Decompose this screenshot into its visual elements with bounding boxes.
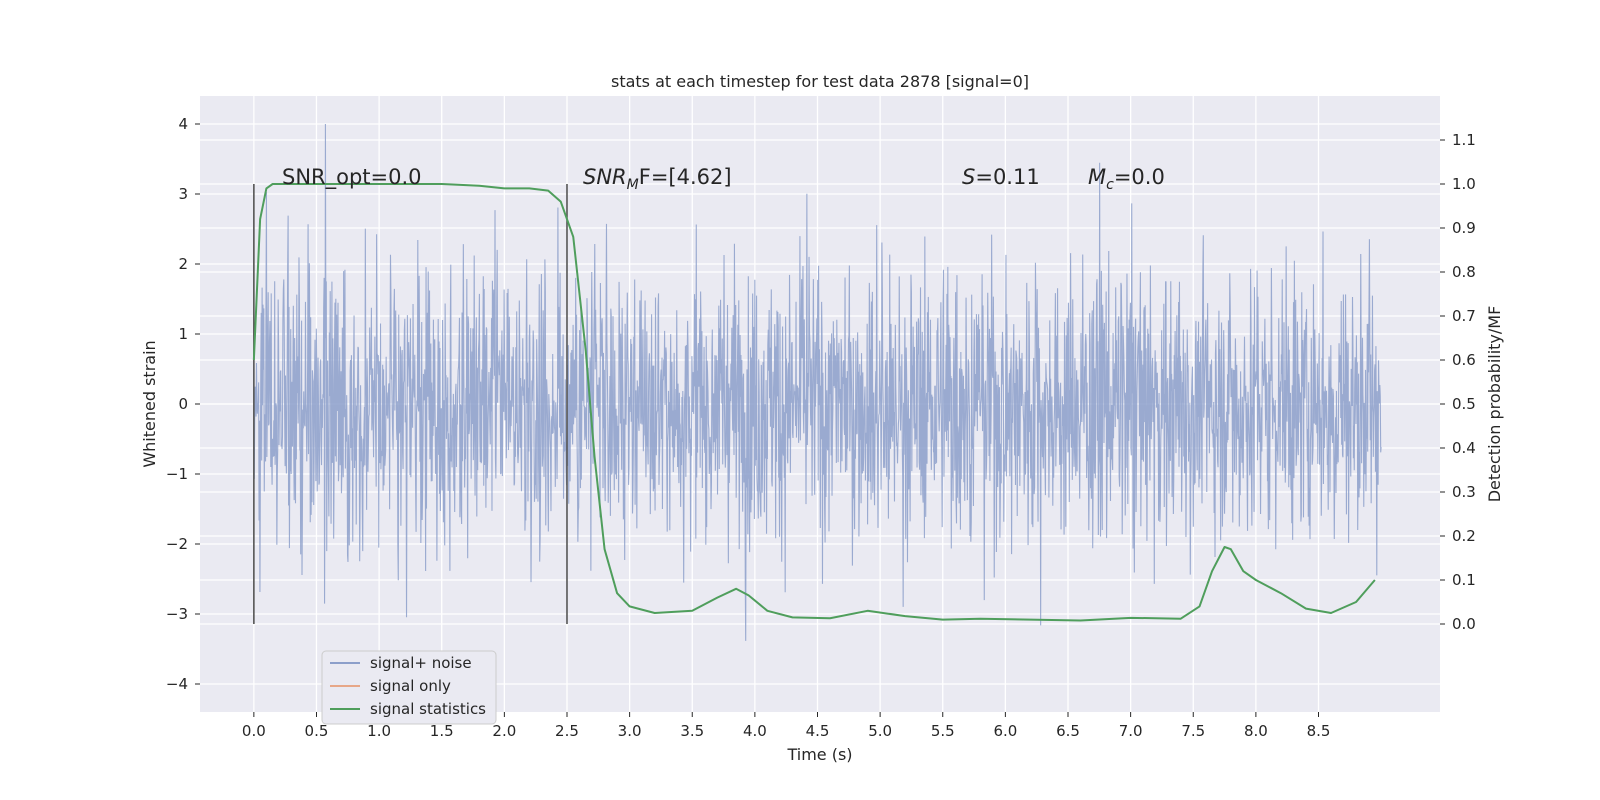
y-right-tick-label: 1.1 bbox=[1452, 131, 1476, 149]
x-tick-label: 3.0 bbox=[618, 722, 642, 740]
s-italic: S bbox=[962, 165, 975, 189]
annotation-snr-mf: SNRMF=[4.62] bbox=[583, 165, 732, 193]
x-tick-label: 1.0 bbox=[367, 722, 391, 740]
y-tick-label: 0 bbox=[178, 395, 188, 413]
mc-rest: =0.0 bbox=[1114, 165, 1165, 189]
x-tick-label: 6.0 bbox=[993, 722, 1017, 740]
y-right-tick-label: 0.6 bbox=[1452, 351, 1476, 369]
x-tick-label: 2.5 bbox=[555, 722, 579, 740]
x-tick-label: 7.0 bbox=[1119, 722, 1143, 740]
x-tick-label: 2.0 bbox=[492, 722, 516, 740]
y-right-tick-label: 0.1 bbox=[1452, 571, 1476, 589]
line-signal-statistics bbox=[252, 183, 1376, 622]
snr-mf-base: SNR bbox=[583, 165, 627, 189]
y-tick-label: −1 bbox=[166, 465, 188, 483]
y-axis-label-left: Whitened strain bbox=[140, 340, 159, 467]
y-axis-right: 1.1 1.0 0.9 0.8 0.7 0.6 0.5 0.4 0.3 0.2 0.1 0.0 bbox=[1440, 131, 1476, 633]
y-right-tick-label: 0.8 bbox=[1452, 263, 1476, 281]
legend-label-signal-noise: signal+ noise bbox=[370, 654, 472, 672]
x-tick-label: 4.0 bbox=[743, 722, 767, 740]
series-signal-noise bbox=[253, 123, 1382, 641]
x-tick-label: 0.0 bbox=[242, 722, 266, 740]
x-tick-label: 7.5 bbox=[1181, 722, 1205, 740]
y-right-tick-label: 0.5 bbox=[1452, 395, 1476, 413]
y-right-tick-label: 0.7 bbox=[1452, 307, 1476, 325]
y-tick-label: −4 bbox=[166, 675, 188, 693]
s-rest: =0.11 bbox=[975, 165, 1039, 189]
y-right-tick-label: 0.3 bbox=[1452, 483, 1476, 501]
x-tick-label: 8.5 bbox=[1307, 722, 1331, 740]
x-axis: 0.0 0.5 1.0 1.5 2.0 2.5 3.0 3.5 4.0 4.5 5.0 5.5 6.0 6… bbox=[242, 712, 1331, 740]
chart-title: stats at each timestep for test data 287… bbox=[611, 72, 1029, 91]
legend: signal+ noise signal only signal statist… bbox=[321, 650, 497, 725]
y-tick-label: −2 bbox=[166, 535, 188, 553]
y-tick-label: 2 bbox=[178, 255, 188, 273]
mc-italic: M bbox=[1088, 165, 1106, 189]
x-tick-label: 6.5 bbox=[1056, 722, 1080, 740]
snr-mf-subscript: M bbox=[627, 177, 639, 193]
annotation-snr-opt: SNR_opt=0.0 bbox=[282, 165, 422, 190]
x-tick-label: 0.5 bbox=[305, 722, 329, 740]
x-tick-label: 3.5 bbox=[680, 722, 704, 740]
annotation-mc: Mc=0.0 bbox=[1088, 165, 1165, 193]
y-right-tick-label: 0.0 bbox=[1452, 615, 1476, 633]
y-right-tick-label: 0.2 bbox=[1452, 527, 1476, 545]
snr-mf-rest: F=[4.62] bbox=[639, 165, 732, 189]
annotation-s: S=0.11 bbox=[962, 165, 1040, 189]
y-right-tick-label: 0.4 bbox=[1452, 439, 1476, 457]
x-axis-label: Time (s) bbox=[786, 745, 852, 764]
y-right-tick-label: 1.0 bbox=[1452, 175, 1476, 193]
series-signal-statistics bbox=[252, 183, 1376, 622]
legend-label-signal-only: signal only bbox=[370, 677, 451, 695]
x-tick-label: 5.0 bbox=[868, 722, 892, 740]
y-tick-label: 1 bbox=[178, 325, 188, 343]
mc-subscript: c bbox=[1106, 177, 1114, 193]
y-axis-left: 4 3 2 1 0 −1 −2 −3 −4 bbox=[166, 115, 200, 693]
y-right-tick-label: 0.9 bbox=[1452, 219, 1476, 237]
x-tick-label: 4.5 bbox=[806, 722, 830, 740]
x-tick-label: 8.0 bbox=[1244, 722, 1268, 740]
y-axis-label-right: Detection probability/MF bbox=[1485, 306, 1504, 503]
y-tick-label: 3 bbox=[178, 185, 188, 203]
line-signal-noise bbox=[253, 123, 1382, 641]
legend-box bbox=[321, 650, 497, 725]
x-tick-label: 1.5 bbox=[430, 722, 454, 740]
vlines bbox=[253, 184, 568, 624]
x-tick-label: 5.5 bbox=[931, 722, 955, 740]
y-tick-label: −3 bbox=[166, 605, 188, 623]
y-tick-label: 4 bbox=[178, 115, 188, 133]
legend-label-signal-statistics: signal statistics bbox=[370, 700, 486, 718]
